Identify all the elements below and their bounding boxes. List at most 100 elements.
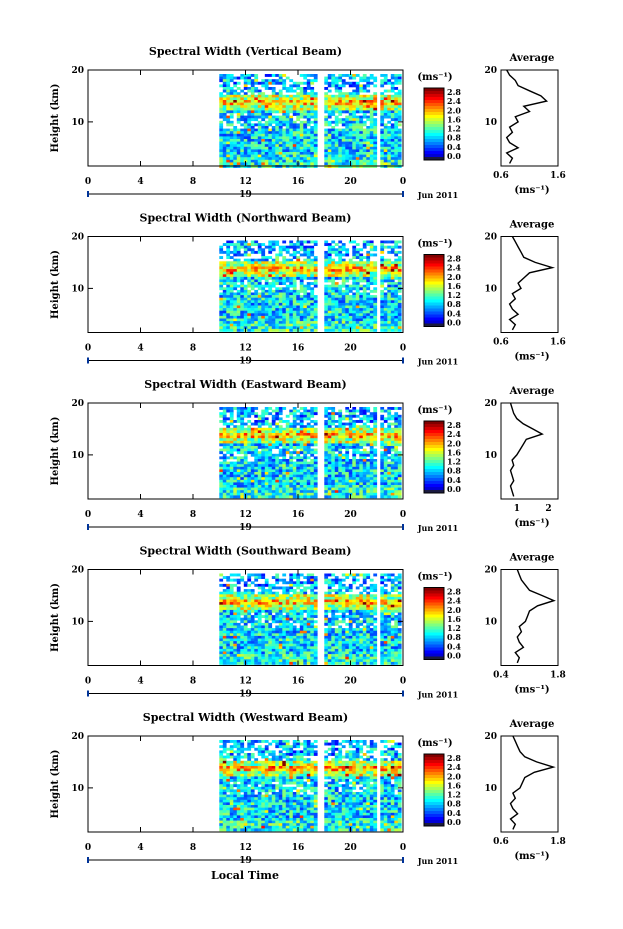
heatmap-cell	[268, 271, 273, 275]
heatmap-cell	[233, 443, 238, 447]
heatmap-cell	[299, 282, 304, 285]
heatmap-cell	[289, 479, 294, 483]
heatmap-cell	[355, 430, 360, 434]
heatmap-cell	[299, 310, 304, 314]
heatmap-cell	[254, 154, 259, 158]
heatmap-cell	[387, 105, 392, 109]
heatmap-cell	[369, 81, 374, 85]
heatmap-cell	[380, 276, 385, 280]
heatmap-cell	[310, 144, 315, 148]
heatmap-cell	[268, 448, 273, 452]
heatmap-cell	[247, 120, 252, 124]
heatmap-cell	[250, 79, 255, 83]
heatmap-cell	[394, 76, 399, 80]
heatmap-cell	[341, 248, 346, 252]
heatmap-cell	[352, 477, 357, 481]
heatmap-cell	[380, 321, 385, 324]
heatmap-cell	[257, 245, 262, 249]
heatmap-cell	[271, 461, 276, 465]
heatmap-cell	[352, 433, 357, 436]
heatmap-cell	[296, 271, 301, 275]
heatmap-cell	[240, 420, 245, 423]
heatmap-cell	[271, 422, 276, 426]
heatmap-cell	[257, 292, 262, 296]
heatmap-cell	[285, 310, 290, 314]
heatmap-cell	[390, 287, 395, 291]
heatmap-cell	[243, 315, 248, 319]
heatmap-cell	[243, 409, 248, 413]
heatmap-cell	[226, 490, 231, 494]
heatmap-cell	[352, 128, 357, 132]
heatmap-cell	[352, 110, 357, 114]
heatmap-cell	[327, 287, 332, 291]
heatmap-cell	[306, 328, 311, 332]
heatmap-cell	[359, 120, 364, 124]
heatmap-cell	[303, 308, 308, 311]
heatmap-cell	[240, 318, 245, 322]
heatmap-cell	[352, 154, 357, 158]
heatmap-cell	[271, 128, 276, 132]
heatmap-cell	[296, 263, 301, 267]
heatmap-cell	[331, 128, 336, 132]
heatmap-cell	[397, 258, 402, 262]
colorbar-segment	[424, 481, 444, 485]
heatmap-cell	[278, 487, 283, 491]
heatmap-cell	[334, 287, 339, 291]
heatmap-cell	[226, 461, 231, 465]
heatmap-cell	[219, 123, 224, 127]
heatmap-cell	[345, 469, 350, 473]
heatmap-cell	[348, 152, 353, 155]
heatmap-cell	[373, 149, 378, 153]
heatmap-cell	[348, 443, 353, 447]
heatmap-cell	[394, 315, 399, 319]
heatmap-cell	[313, 433, 318, 436]
heatmap-cell	[341, 490, 346, 494]
heatmap-cell	[369, 126, 374, 129]
heatmap-cell	[352, 240, 357, 244]
heatmap-cell	[397, 105, 402, 109]
heatmap-cell	[275, 292, 280, 296]
heatmap-cell	[219, 607, 224, 611]
heatmap-cell	[222, 625, 227, 629]
heatmap-cell	[254, 157, 259, 161]
heatmap-cell	[383, 76, 388, 80]
heatmap-cell	[334, 266, 339, 270]
heatmap-cell	[352, 300, 357, 304]
heatmap-cell	[275, 407, 280, 410]
heatmap-cell	[306, 256, 311, 259]
heatmap-cell	[355, 81, 360, 85]
heatmap-cell	[303, 474, 308, 478]
heatmap-cell	[292, 110, 297, 114]
heatmap-cell	[345, 157, 350, 161]
heatmap-cell	[352, 412, 357, 416]
heatmap-cell	[387, 435, 392, 439]
heatmap-cell	[366, 443, 371, 447]
heatmap-cell	[390, 308, 395, 311]
heatmap-cell	[243, 131, 248, 135]
heatmap-cell	[247, 438, 252, 442]
heatmap-cell	[383, 295, 388, 298]
heatmap-cell	[289, 310, 294, 314]
heatmap-cell	[359, 279, 364, 283]
heatmap-cell	[310, 115, 315, 119]
heatmap-cell	[306, 490, 311, 494]
heatmap-cell	[254, 474, 259, 478]
day-label: 19	[239, 357, 252, 367]
heatmap-cell	[338, 97, 343, 101]
heatmap-cell	[369, 443, 374, 447]
y-axis-label: Height (km)	[50, 417, 61, 486]
heatmap-cell	[226, 440, 231, 444]
heatmap-cell	[226, 589, 231, 592]
heatmap-cell	[226, 123, 231, 127]
heatmap-cell	[278, 482, 283, 486]
heatmap-cell	[233, 602, 238, 605]
heatmap-cell	[233, 94, 238, 98]
heatmap-cell	[292, 253, 297, 257]
heatmap-cell	[296, 321, 301, 324]
heatmap-cell	[226, 133, 231, 137]
heatmap-cell	[226, 87, 231, 90]
heatmap-cell	[275, 485, 280, 488]
heatmap-cell	[334, 271, 339, 275]
heatmap-cell	[366, 490, 371, 494]
heatmap-cell	[289, 100, 294, 103]
